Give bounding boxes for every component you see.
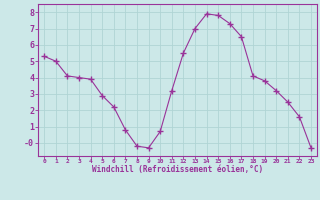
X-axis label: Windchill (Refroidissement éolien,°C): Windchill (Refroidissement éolien,°C) [92, 165, 263, 174]
